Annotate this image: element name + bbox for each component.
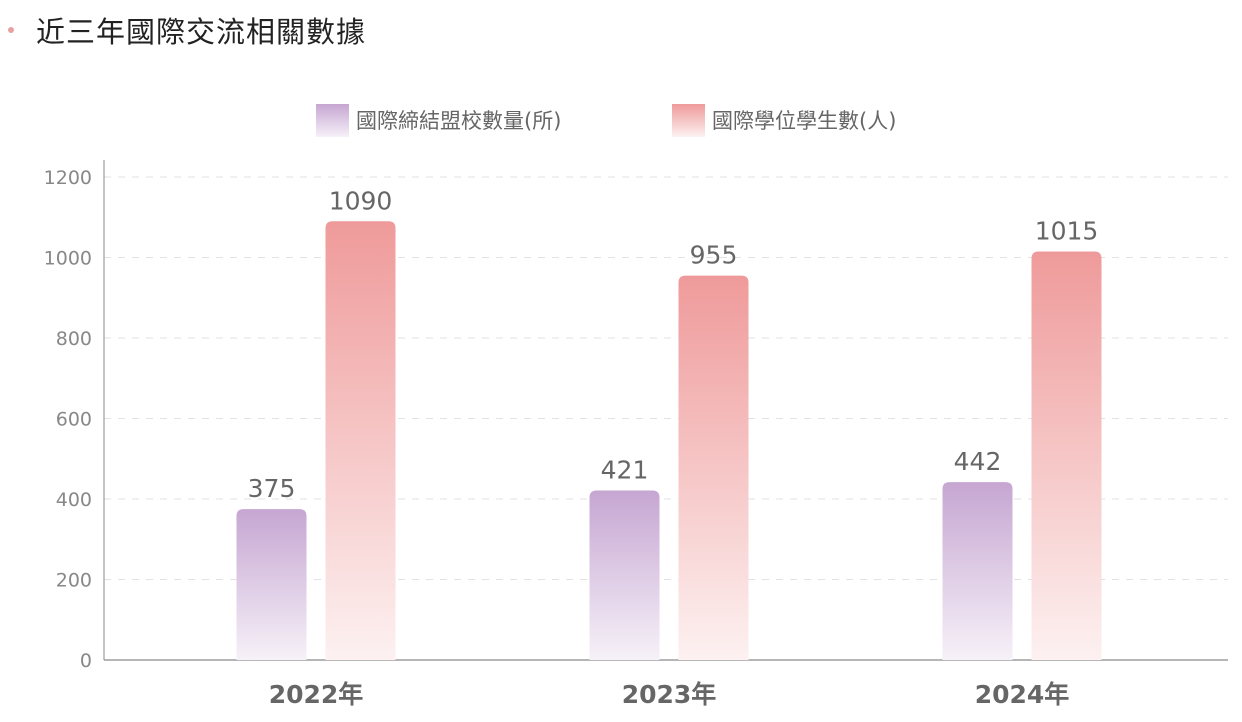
bar-partner-schools-2024年 — [942, 482, 1013, 660]
legend-swatch — [672, 104, 705, 137]
bar-degree-students-2024年 — [1031, 251, 1102, 660]
y-tick-label: 1200 — [44, 167, 92, 189]
data-label: 442 — [954, 447, 1002, 476]
page-title: 近三年國際交流相關數據 — [36, 15, 367, 49]
title-bullet-icon — [8, 27, 14, 33]
y-tick-label: 600 — [56, 409, 92, 431]
chart-header: 近三年國際交流相關數據 — [8, 8, 366, 52]
x-tick-label: 2023年 — [622, 680, 717, 709]
y-tick-label: 400 — [56, 489, 92, 511]
legend-swatch — [316, 104, 349, 137]
bar-partner-schools-2022年 — [236, 509, 307, 660]
data-label: 1015 — [1035, 216, 1099, 245]
data-label: 1090 — [329, 186, 393, 215]
x-tick-label: 2024年 — [975, 680, 1070, 709]
x-tick-label: 2022年 — [269, 680, 364, 709]
data-label: 955 — [690, 241, 738, 270]
bar-degree-students-2023年 — [678, 275, 749, 660]
y-tick-label: 1000 — [44, 248, 92, 270]
data-label: 375 — [248, 474, 296, 503]
bar-partner-schools-2023年 — [589, 490, 660, 660]
data-label: 421 — [601, 456, 649, 485]
bar-degree-students-2022年 — [325, 221, 396, 660]
legend-label: 國際締結盟校數量(所) — [356, 109, 561, 133]
legend-label: 國際學位學生數(人) — [712, 109, 896, 133]
y-tick-label: 800 — [56, 328, 92, 350]
y-tick-label: 200 — [56, 570, 92, 592]
y-tick-label: 0 — [80, 650, 92, 672]
